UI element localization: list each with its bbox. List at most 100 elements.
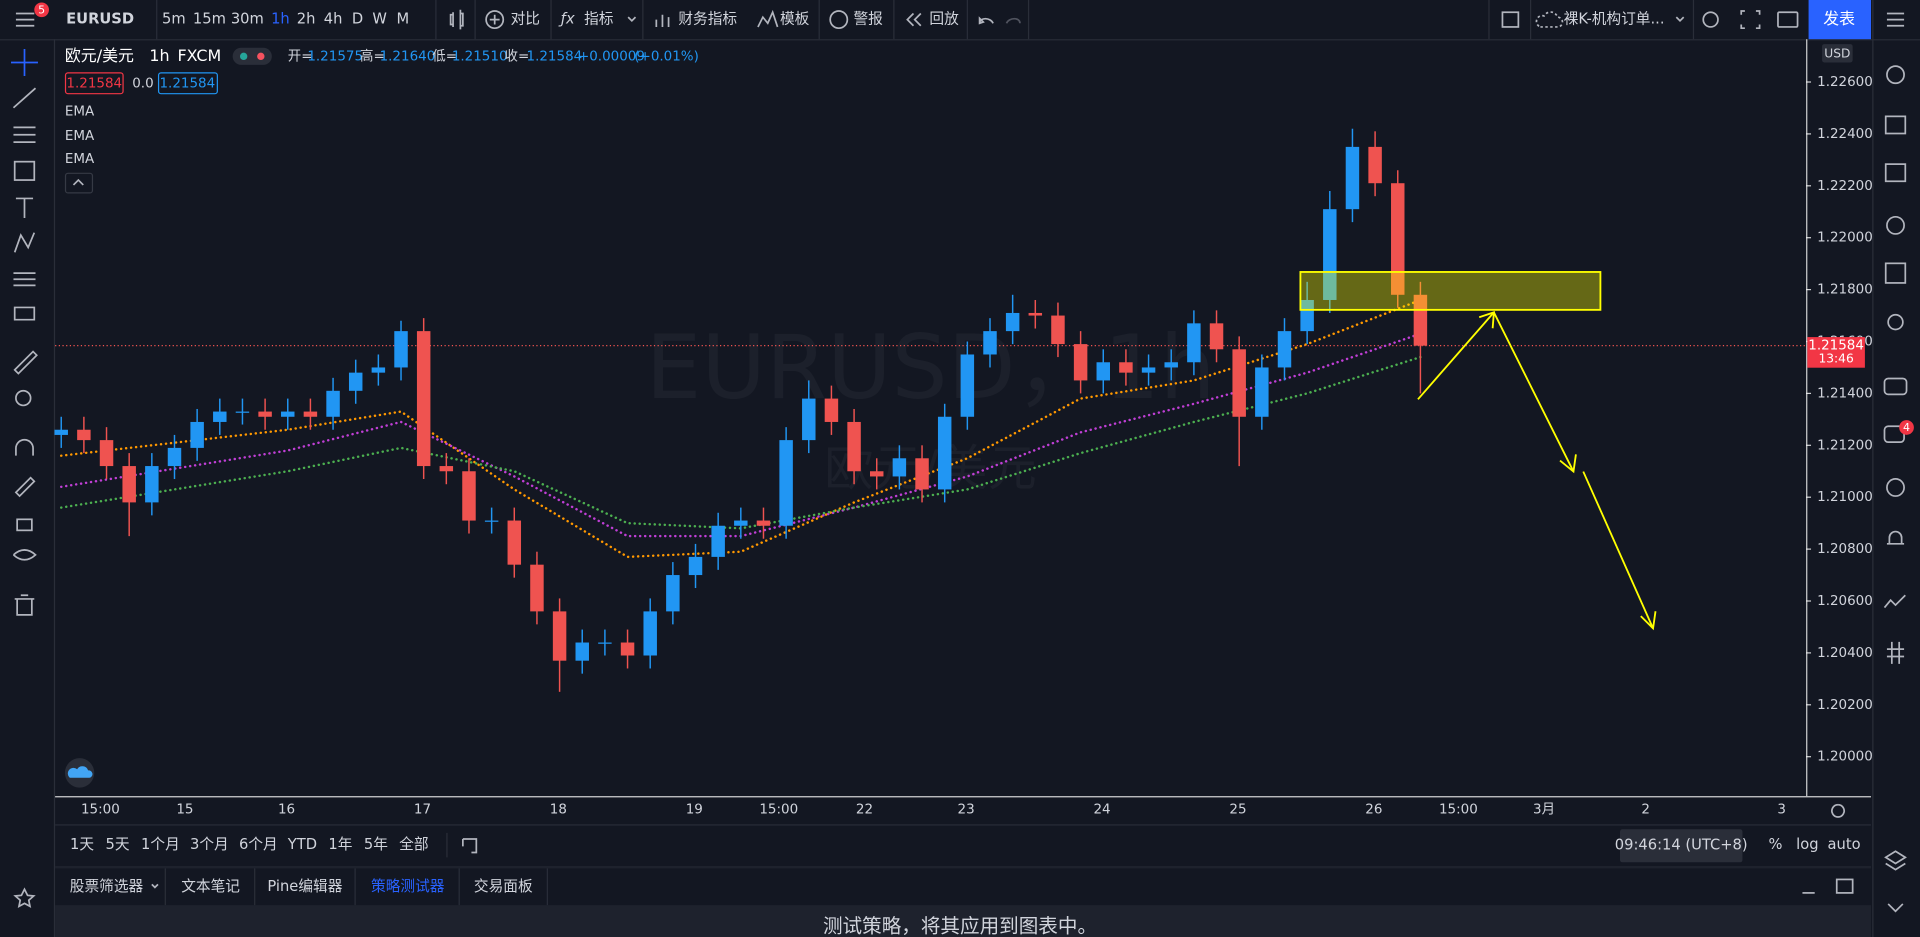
range[interactable]: 全部 <box>399 835 428 853</box>
crosshair[interactable] <box>11 48 38 76</box>
range[interactable]: 6个月 <box>239 836 278 853</box>
alert-icon <box>829 10 849 30</box>
range[interactable]: 1个月 <box>141 836 180 853</box>
sell-box[interactable] <box>64 72 124 95</box>
dropdown[interactable] <box>627 16 637 23</box>
trash[interactable] <box>14 594 35 616</box>
indicators[interactable]: 指标 <box>584 11 614 28</box>
candle-body <box>1413 294 1428 346</box>
chats[interactable] <box>1883 377 1908 396</box>
menu[interactable] <box>15 12 35 27</box>
watchlist[interactable] <box>1886 12 1905 27</box>
tab[interactable]: 股票筛选器 <box>70 878 144 895</box>
timeframe[interactable]: 15m <box>193 11 226 28</box>
notifications[interactable] <box>1886 530 1905 545</box>
currency-box[interactable] <box>1822 44 1853 63</box>
tab[interactable]: 文本笔记 <box>181 878 240 895</box>
fib[interactable] <box>13 126 36 143</box>
dom[interactable] <box>1886 641 1905 664</box>
financials[interactable]: 财务指标 <box>678 11 737 28</box>
maximize[interactable] <box>1835 878 1854 894</box>
timeframe[interactable]: D <box>352 11 363 28</box>
axis-settings[interactable] <box>1831 803 1845 818</box>
y-tick-label: 1.20200 <box>1817 697 1873 713</box>
replay[interactable]: 回放 <box>929 11 959 28</box>
range[interactable]: 5天 <box>106 836 130 853</box>
range[interactable]: 1天 <box>70 836 94 853</box>
clock-box[interactable] <box>1620 829 1743 863</box>
range[interactable]: YTD <box>287 836 317 853</box>
text-tool[interactable] <box>15 197 34 219</box>
compare-icon <box>489 14 500 25</box>
dropdown[interactable] <box>1675 16 1685 23</box>
tab[interactable]: Pine编辑器 <box>267 878 342 895</box>
redo[interactable] <box>1005 17 1021 24</box>
layout-name[interactable]: 裸K-机构订单... <box>1564 11 1665 28</box>
prediction[interactable] <box>13 272 36 287</box>
candle-body <box>439 466 454 472</box>
range[interactable]: 1年 <box>328 836 352 853</box>
ruler[interactable] <box>13 350 38 375</box>
option[interactable]: % <box>1769 836 1783 853</box>
timeframe[interactable]: 5m <box>162 11 186 28</box>
option[interactable]: auto <box>1828 836 1861 853</box>
fullscreen[interactable] <box>1740 10 1761 30</box>
tab[interactable]: 交易面板 <box>474 877 533 895</box>
candle-body <box>1164 362 1178 368</box>
layers[interactable] <box>1884 850 1907 871</box>
option[interactable]: log <box>1796 836 1818 853</box>
timeframe[interactable]: W <box>372 11 387 28</box>
dropdown[interactable] <box>151 883 159 889</box>
market-status[interactable] <box>232 47 272 65</box>
snapshot[interactable] <box>1777 11 1799 28</box>
settings[interactable] <box>1702 11 1719 28</box>
candle-body <box>666 575 680 612</box>
visibility[interactable] <box>12 549 37 561</box>
range[interactable]: 5年 <box>364 836 388 853</box>
buy-box[interactable] <box>157 72 218 95</box>
indicator[interactable]: EMA <box>65 151 95 167</box>
layout-icon[interactable] <box>1501 11 1520 28</box>
trend-line[interactable] <box>12 87 37 109</box>
alerts[interactable] <box>1886 65 1905 85</box>
indicator[interactable]: EMA <box>65 103 95 119</box>
compare[interactable]: 对比 <box>511 11 540 28</box>
ideas[interactable] <box>1887 313 1904 331</box>
tab-active[interactable]: 策略测试器 <box>371 878 445 895</box>
favorites[interactable] <box>13 887 36 909</box>
magnet[interactable] <box>15 438 34 456</box>
range[interactable]: 3个月 <box>190 836 229 853</box>
trading[interactable] <box>1883 594 1906 609</box>
more[interactable] <box>1887 903 1904 913</box>
zoom[interactable] <box>15 389 32 407</box>
templates[interactable]: 模板 <box>780 10 810 28</box>
timeframe[interactable]: 4h <box>324 11 343 28</box>
message: 测试策略，将其应用到图表中。 <box>823 915 1097 937</box>
candle-body <box>1209 323 1224 350</box>
y-tick-label: 1.20400 <box>1817 645 1873 661</box>
y-tick-label: 1.20800 <box>1817 541 1873 557</box>
timeframe[interactable]: M <box>397 11 410 28</box>
collapse[interactable] <box>64 172 94 194</box>
streams[interactable] <box>1886 478 1905 497</box>
timeframe[interactable]: 2h <box>297 11 316 28</box>
undo[interactable] <box>978 16 994 25</box>
timeframe[interactable]: 30m <box>231 11 264 28</box>
shapes[interactable] <box>13 160 36 181</box>
collapse-icon <box>72 178 84 186</box>
publish-button[interactable] <box>1808 0 1872 40</box>
goto-date[interactable] <box>462 838 478 854</box>
news[interactable] <box>1884 115 1907 135</box>
timeframe-active[interactable]: 1h <box>271 11 290 28</box>
lock[interactable] <box>16 518 33 532</box>
chart-type[interactable] <box>449 9 464 30</box>
draw-mode[interactable] <box>14 476 36 498</box>
indicator[interactable]: EMA <box>65 128 95 144</box>
icons-tool[interactable] <box>13 306 36 321</box>
hotlist[interactable] <box>1886 215 1905 235</box>
symbol[interactable]: EURUSD <box>66 11 134 28</box>
data-window[interactable] <box>1884 163 1907 183</box>
alerts[interactable]: 警报 <box>853 11 883 28</box>
patterns[interactable] <box>13 232 36 253</box>
calendar[interactable] <box>1884 262 1907 284</box>
